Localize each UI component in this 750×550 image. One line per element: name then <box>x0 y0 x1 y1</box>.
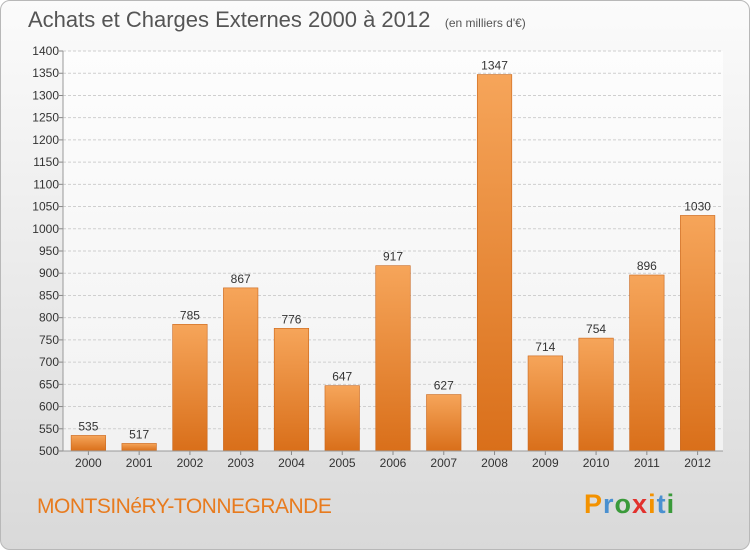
y-tick-label: 600 <box>39 400 59 414</box>
bar <box>375 265 411 452</box>
bar-value-label: 776 <box>281 312 301 326</box>
x-tick-label: 2012 <box>684 456 711 470</box>
bar <box>680 215 716 452</box>
y-tick-label: 700 <box>39 355 59 369</box>
bar-value-label: 647 <box>332 370 352 384</box>
y-tick-label: 1400 <box>32 44 59 58</box>
bar-value-label: 714 <box>535 340 555 354</box>
axes: 500 550 600 650 700 750 800 850 900 950 1000 1050 11… <box>32 44 723 470</box>
commune-name: MONTSINéRY-TONNEGRANDE <box>37 495 332 518</box>
y-tick-label: 550 <box>39 422 59 436</box>
x-tick-label: 2003 <box>227 456 254 470</box>
x-tick-label: 2006 <box>380 456 407 470</box>
logo-letter: P <box>584 489 604 519</box>
x-tick-label: 2007 <box>430 456 457 470</box>
bar-value-label: 517 <box>129 427 149 441</box>
y-tick-label: 1350 <box>32 66 59 80</box>
bar <box>426 394 462 452</box>
y-tick-label: 1150 <box>33 155 59 169</box>
y-tick-label: 1300 <box>32 88 59 102</box>
bar <box>324 385 360 452</box>
logo-letter: x <box>632 489 649 519</box>
x-tick-label: 2009 <box>532 456 559 470</box>
bar <box>70 435 106 452</box>
bar <box>578 337 614 452</box>
chart-title: Achats et Charges Externes 2000 à 2012 <box>28 7 431 32</box>
bar-value-label: 867 <box>231 272 251 286</box>
bar-value-label: 535 <box>78 419 98 433</box>
bar <box>527 355 563 452</box>
x-tick-label: 2011 <box>634 456 660 470</box>
y-tick-label: 650 <box>39 377 59 391</box>
x-tick-label: 2000 <box>75 456 102 470</box>
y-tick-label: 1250 <box>32 111 59 125</box>
proxiti-logo[interactable]: Proxiti <box>584 489 675 520</box>
y-tick-label: 500 <box>39 444 59 458</box>
y-tick-label: 1200 <box>32 133 59 147</box>
y-tick-label: 800 <box>39 311 59 325</box>
x-tick-label: 2004 <box>278 456 305 470</box>
y-tick-label: 950 <box>39 244 59 258</box>
bar-value-label: 1030 <box>684 199 711 213</box>
title-row: Achats et Charges Externes 2000 à 2012 (… <box>28 7 526 33</box>
y-tick-label: 1100 <box>33 177 59 191</box>
bar <box>121 443 157 452</box>
x-tick-label: 2002 <box>177 456 204 470</box>
x-tick-label: 2005 <box>329 456 356 470</box>
bar-value-label: 917 <box>383 250 403 264</box>
bar-value-label: 627 <box>434 379 454 393</box>
bar-value-label: 754 <box>586 322 606 336</box>
x-tick-label: 2010 <box>583 456 610 470</box>
bar <box>629 274 665 452</box>
y-tick-label: 1000 <box>32 222 59 236</box>
bar <box>172 324 208 452</box>
bar-value-label: 896 <box>637 259 657 273</box>
bar <box>223 287 259 452</box>
bar-value-label: 785 <box>180 308 200 322</box>
y-tick-label: 900 <box>39 266 59 280</box>
y-tick-label: 750 <box>39 333 59 347</box>
logo-letter: o <box>614 489 633 519</box>
x-tick-label: 2008 <box>481 456 508 470</box>
bar <box>476 74 513 452</box>
bar-value-label: 1347 <box>481 59 508 73</box>
x-tick-label: 2001 <box>126 456 153 470</box>
bars: 535 517 785 867 776 647 917 627 1347 714 754 896 103… <box>70 59 716 452</box>
bar <box>273 328 310 452</box>
y-tick-label: 1050 <box>32 200 59 214</box>
logo-letter: t <box>656 489 667 519</box>
logo-letter: i <box>648 489 657 519</box>
logo-letter: r <box>603 489 615 519</box>
y-tick-label: 850 <box>39 288 59 302</box>
chart-unit: (en milliers d'€) <box>444 16 526 30</box>
logo-letter: i <box>666 489 676 519</box>
